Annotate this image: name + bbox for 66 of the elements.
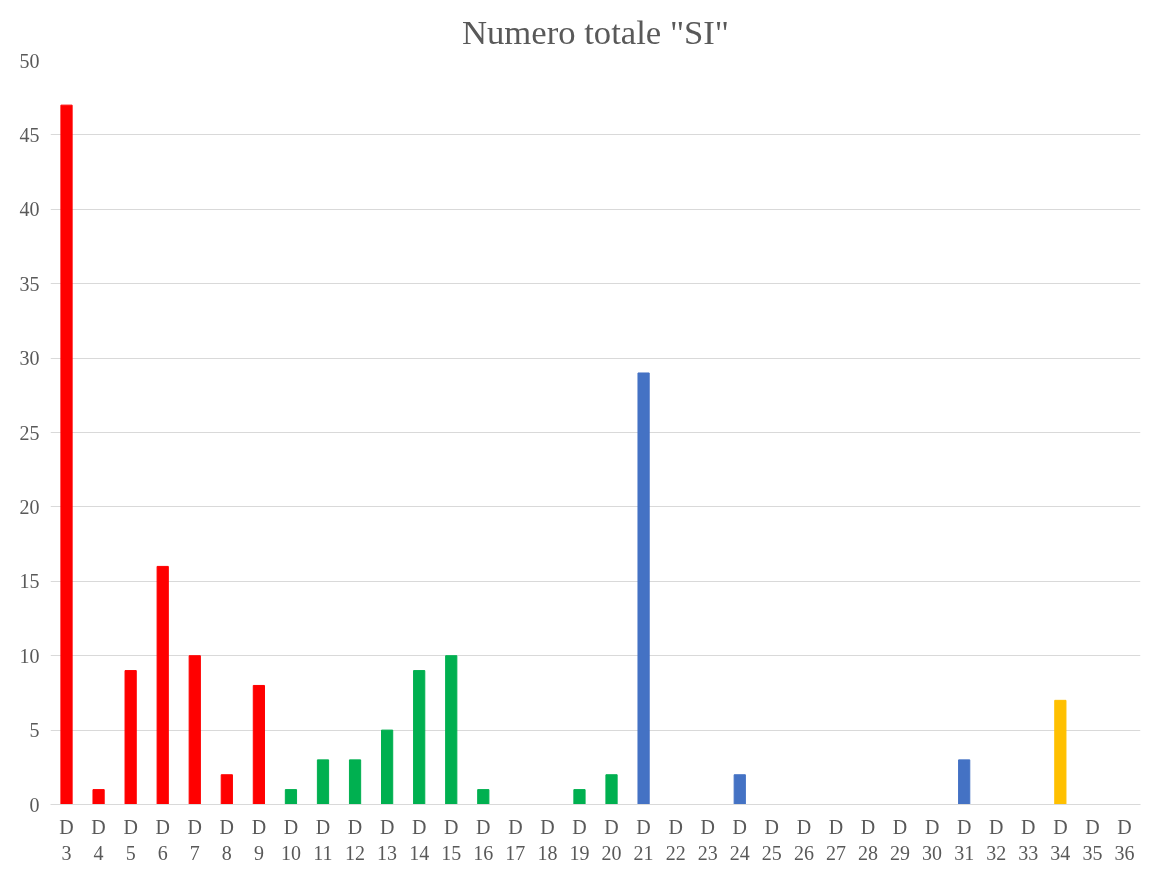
y-tick-label: 5 (29, 719, 40, 742)
x-tick-label: D 23 (697, 815, 718, 864)
x-tick-label: D 30 (922, 815, 943, 864)
x-tick-label: D 28 (858, 815, 878, 864)
x-tick-label: D 9 (251, 815, 267, 864)
x-tick-label: D 18 (537, 815, 558, 864)
x-tick-label: D 21 (633, 815, 654, 864)
x-tick-label: D 34 (1050, 815, 1071, 864)
x-tick-label: D 14 (409, 815, 430, 864)
bar (573, 789, 586, 805)
y-tick-label: 45 (19, 123, 40, 146)
bar (348, 759, 362, 805)
y-tick-label: 10 (19, 644, 40, 667)
x-tick-label: D 11 (313, 815, 333, 864)
bar (1054, 699, 1067, 805)
bar (958, 759, 971, 805)
y-tick-label: 50 (19, 49, 40, 72)
chart-title: Numero totale "SI" (462, 12, 729, 51)
x-tick-label: D 12 (345, 815, 366, 864)
x-tick-label: D 13 (377, 815, 398, 864)
x-tick-label: D 35 (1082, 815, 1103, 864)
x-tick-label: D 8 (219, 815, 235, 864)
x-tick-label: D 16 (473, 815, 494, 864)
x-tick-label: D 31 (954, 815, 975, 864)
y-tick-label: 30 (19, 347, 40, 370)
x-tick-label: D 24 (729, 815, 750, 864)
x-tick-label: D 22 (665, 815, 686, 864)
bar (316, 759, 330, 805)
bar (381, 729, 394, 805)
x-tick-label: D 25 (761, 815, 782, 864)
bar (733, 774, 746, 805)
bar (477, 789, 490, 805)
x-tick-label: D 7 (187, 815, 202, 864)
x-tick-label: D 29 (890, 815, 911, 864)
bar (220, 774, 233, 805)
bar (188, 655, 201, 805)
bar (60, 104, 73, 805)
bar (252, 684, 265, 805)
bar (156, 565, 169, 805)
bar (284, 789, 298, 805)
bar (413, 670, 426, 805)
y-tick-label: 35 (19, 272, 40, 295)
x-tick-label: D 19 (569, 815, 590, 864)
x-tick-label: D 3 (59, 815, 74, 864)
y-tick-label: 20 (19, 495, 40, 518)
bar (605, 774, 618, 805)
x-tick-label: D 27 (825, 815, 846, 864)
y-tick-label: 40 (19, 198, 40, 221)
bar (92, 789, 105, 805)
x-tick-label: D 26 (793, 815, 814, 864)
x-tick-label: D 33 (1018, 815, 1039, 864)
x-tick-label: D 5 (123, 815, 138, 864)
y-tick-label: 0 (29, 793, 40, 816)
x-tick-label: D 20 (601, 815, 622, 864)
x-tick-label: D 4 (91, 815, 106, 864)
x-tick-label: D 15 (441, 815, 462, 864)
x-tick-label: D 6 (155, 815, 170, 864)
y-tick-label: 15 (19, 570, 40, 593)
bar (445, 655, 458, 805)
x-tick-label: D 10 (280, 815, 301, 864)
x-tick-label: D 32 (986, 815, 1007, 864)
x-tick-label: D 17 (505, 815, 526, 864)
y-tick-label: 25 (19, 421, 40, 444)
bar (637, 372, 650, 805)
bar (124, 670, 137, 805)
x-tick-label: D 36 (1114, 815, 1135, 864)
